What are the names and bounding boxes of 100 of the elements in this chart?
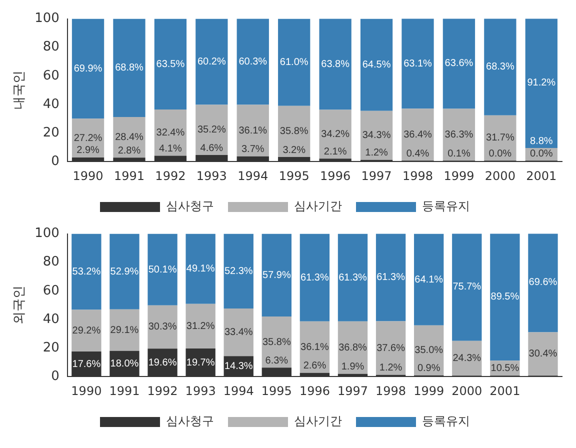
data-label: 0.9% [417,363,440,374]
bar [110,309,140,351]
bar [442,18,476,109]
data-label: 35.8% [280,126,308,138]
data-label: 2.6% [303,360,326,372]
x-tick-label: 1998 [402,168,434,183]
y-tick-label: 60 [42,68,60,84]
data-label: 63.6% [444,58,474,70]
bar [490,234,520,361]
x-tick-label: 2001 [526,168,557,183]
x-tick-label: 1990 [71,384,102,398]
data-label: 61.0% [280,57,308,68]
data-label: 3.7% [241,144,264,156]
x-tick-label: 1995 [278,168,310,183]
data-label: 35.2% [197,124,226,136]
data-label: 1.2% [365,148,388,159]
data-label: 35.8% [262,336,291,348]
bar [186,234,216,304]
data-label: 27.2% [74,132,102,144]
bar [262,234,292,316]
data-label: 69.6% [528,277,558,288]
data-label: 75.7% [452,282,482,293]
data-label: 36.4% [404,129,432,140]
y-tick-label: 60 [42,283,60,298]
data-label: 0.1% [448,148,470,160]
data-label: 60.3% [238,56,268,68]
bar [236,18,269,105]
data-label: 53.2% [72,266,101,278]
bar [300,234,330,322]
data-label: 61.3% [338,272,368,284]
data-label: 69.9% [74,63,102,74]
x-tick-label: 1998 [376,384,406,398]
bar [414,234,444,326]
x-tick-label: 1993 [185,384,216,398]
data-label: 63.5% [156,58,185,70]
x-tick-label: 1991 [114,168,145,183]
y-tick-label: 0 [51,154,60,169]
data-label: 37.6% [376,342,406,354]
bar [224,234,254,308]
data-label: 36.1% [300,342,329,353]
y-tick-label: 40 [42,312,60,327]
y-tick-label: 100 [34,11,60,26]
x-tick-label: 1996 [299,384,330,398]
data-label: 35.0% [414,345,444,356]
legend-label: 등록유지 [422,414,470,428]
data-label: 34.2% [321,128,350,140]
data-label: 3.2% [282,144,306,156]
bar [319,18,352,110]
data-label: 89.5% [490,291,520,302]
bar [319,110,352,159]
x-tick-label: 1999 [414,384,444,398]
bar [360,18,393,111]
y-tick-label: 40 [42,96,60,112]
bar [154,18,187,110]
bar [72,234,102,310]
x-tick-label: 2000 [452,384,482,398]
x-tick-label: 2001 [490,384,520,398]
data-label: 36.8% [338,342,368,354]
bar [148,305,178,349]
data-label: 32.4% [156,127,185,138]
data-label: 61.3% [376,272,406,284]
bar [402,18,434,109]
data-label: 2.1% [324,146,347,158]
data-label: 33.4% [224,327,253,338]
data-label: 6.3% [265,355,288,366]
bar [72,310,102,352]
data-label: 1.2% [379,362,402,374]
data-label: 2.8% [118,145,141,156]
data-label: 0.0% [488,148,512,160]
data-label: 19.6% [148,357,177,368]
data-label: 4.6% [200,142,224,154]
data-label: 30.3% [148,322,177,333]
y-tick-label: 20 [42,340,60,356]
data-label: 8.8% [530,136,553,147]
y-tick-label: 100 [34,226,60,242]
data-label: 30.4% [528,348,558,360]
data-label: 91.2% [527,78,556,89]
legend-label: 등록유지 [422,199,470,214]
y-tick-label: 80 [42,254,60,270]
x-tick-label: 1999 [444,168,474,183]
data-label: 14.3% [224,361,253,372]
data-label: 29.2% [72,325,101,336]
bar [402,108,434,161]
bar [452,234,482,341]
y-tick-label: 20 [42,125,60,140]
x-tick-label: 2000 [484,168,516,183]
x-tick-label: 1996 [320,168,351,183]
bar [376,234,406,322]
data-label: 4.1% [159,143,182,154]
data-label: 19.7% [186,357,215,368]
data-label: 36.1% [238,125,268,136]
bar [113,18,146,118]
data-label: 64.1% [414,274,444,286]
legend-label: 심사기간 [294,199,342,214]
x-tick-label: 1995 [261,384,292,398]
data-label: 2.9% [76,145,100,156]
data-label: 28.4% [115,132,144,144]
legend-label: 심사기간 [294,414,342,428]
x-tick-label: 1997 [337,384,368,398]
bar [224,308,254,356]
